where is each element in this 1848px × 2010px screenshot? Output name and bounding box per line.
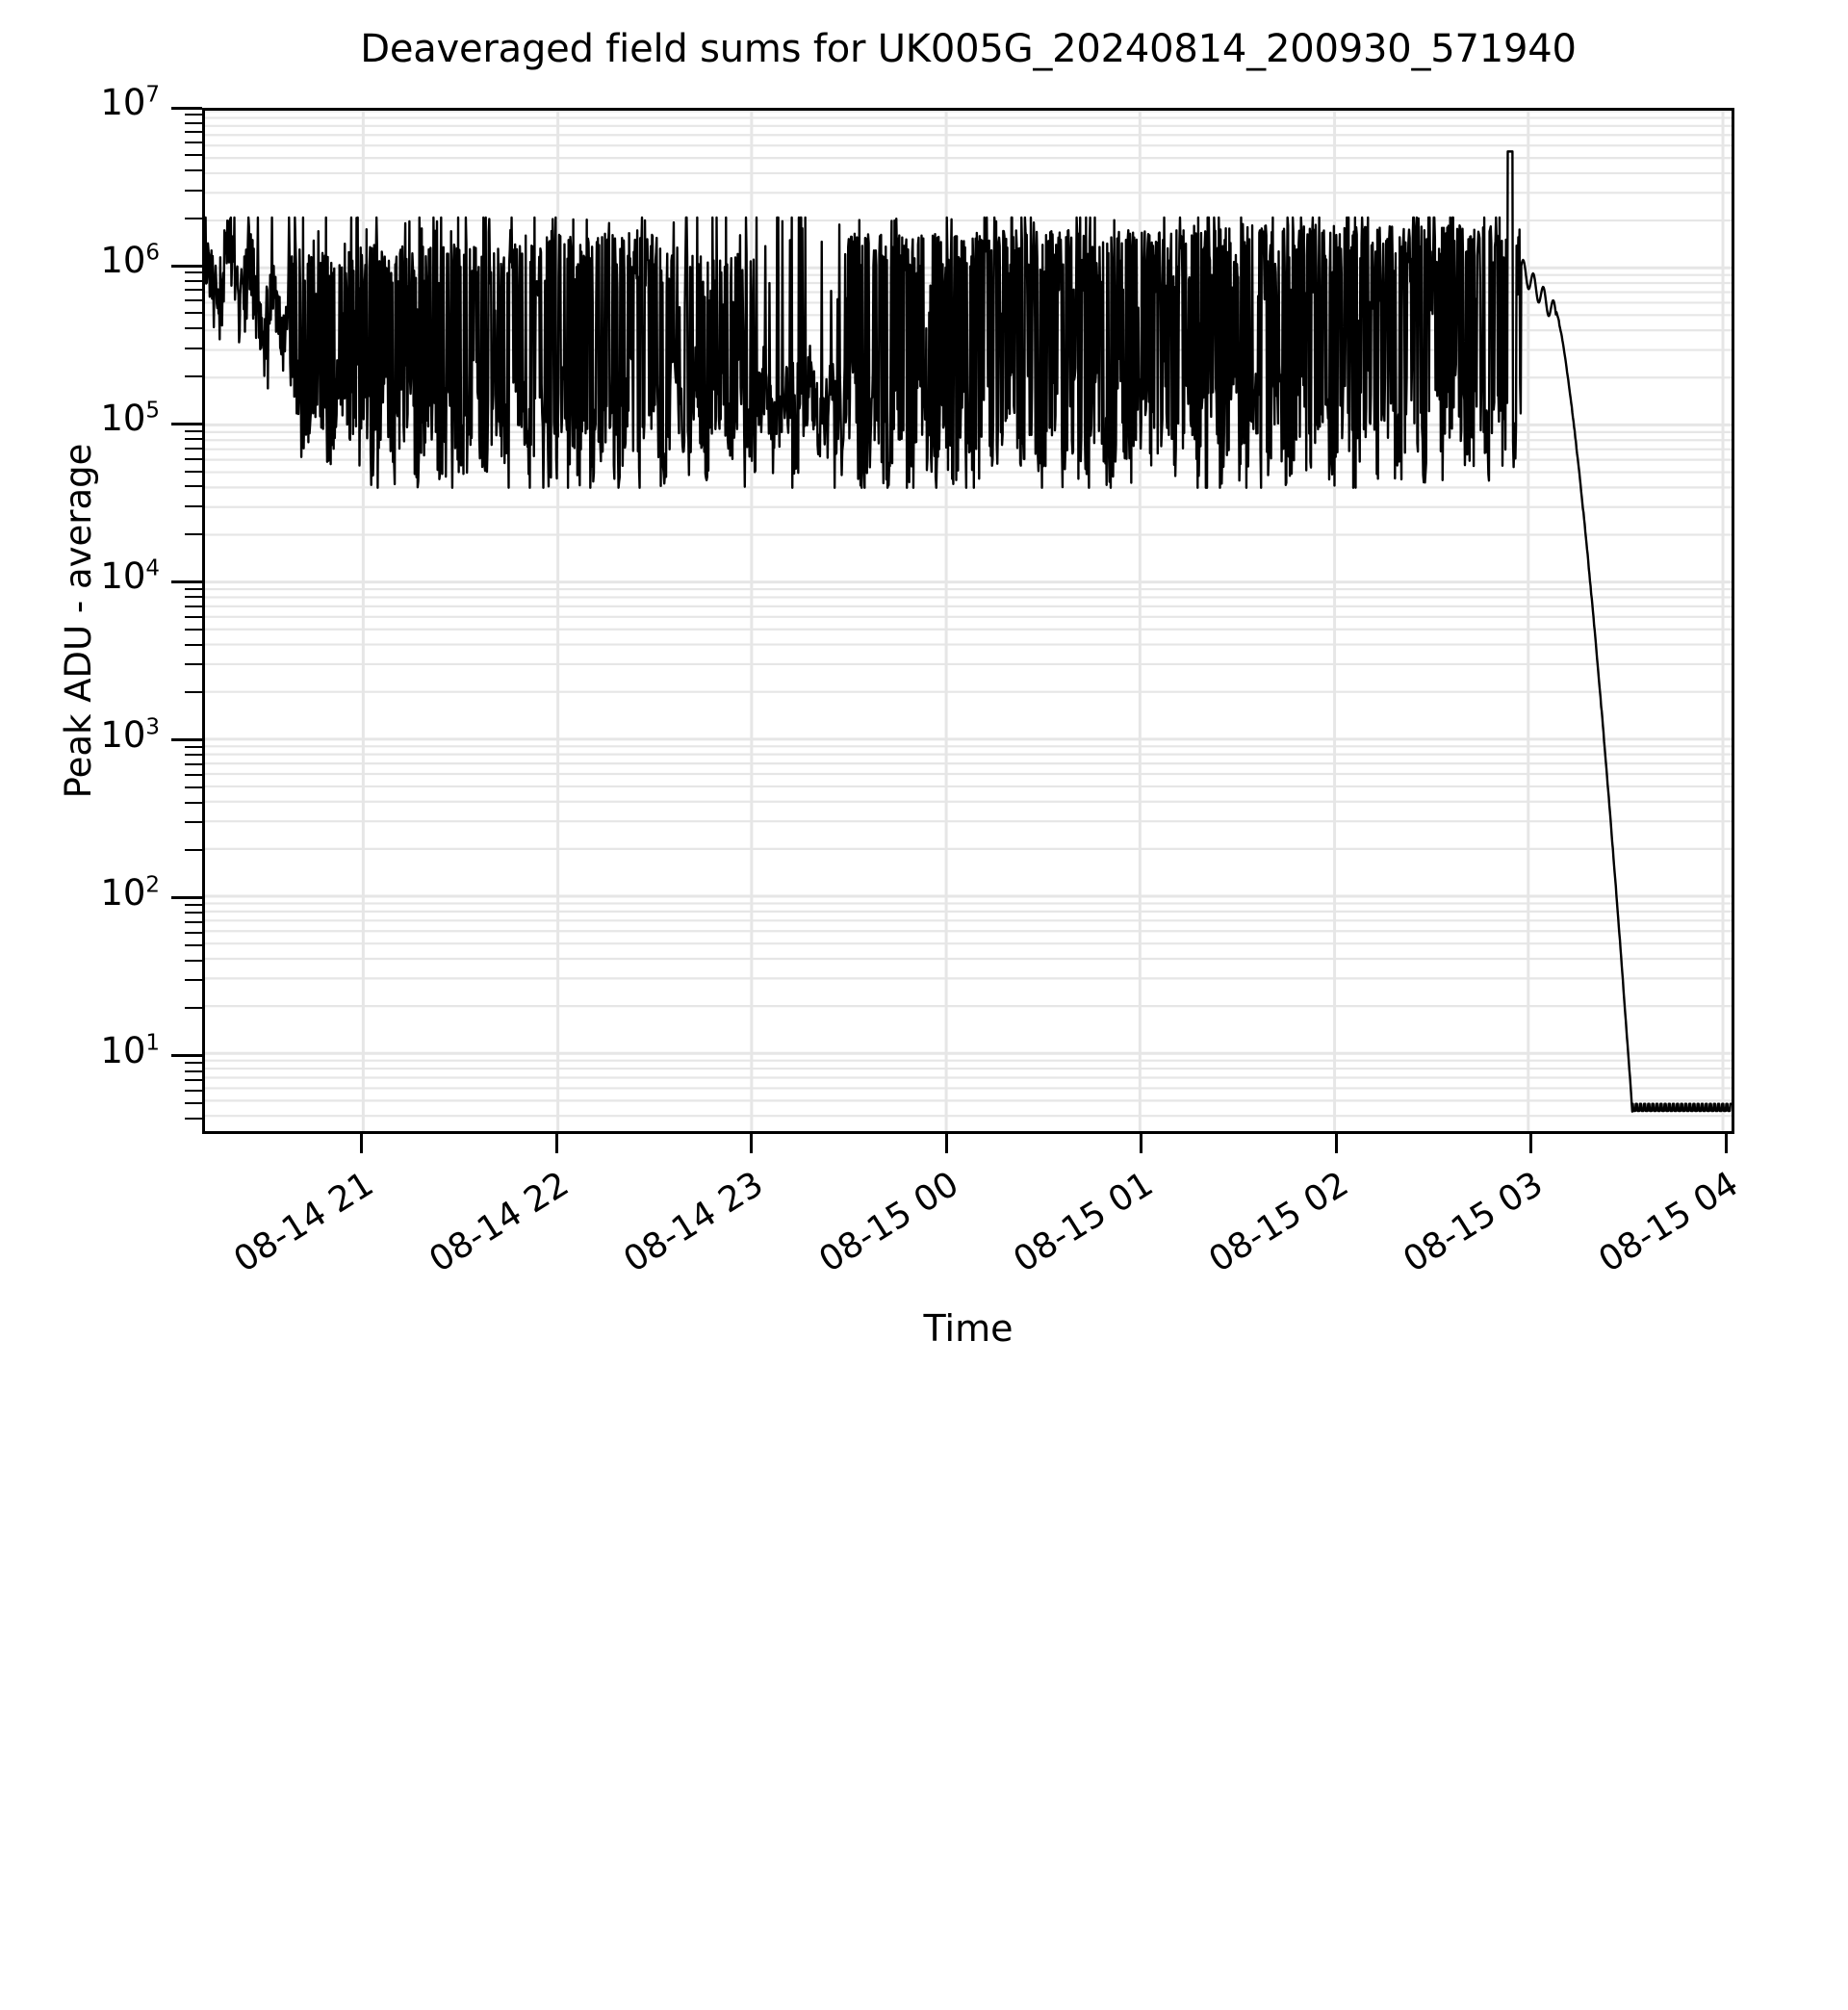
y-minor-tick: [185, 142, 202, 144]
x-tick-label: 08-15 03: [1397, 1164, 1551, 1280]
x-major-tick: [1139, 1134, 1142, 1153]
y-tick-label: 104: [100, 555, 160, 598]
y-minor-tick: [185, 327, 202, 330]
y-minor-tick: [185, 1117, 202, 1120]
y-major-tick: [171, 738, 202, 741]
y-minor-tick: [185, 189, 202, 192]
y-major-tick: [171, 1054, 202, 1058]
plot-area: [202, 108, 1734, 1134]
y-major-tick: [171, 264, 202, 268]
chart-title: Deaveraged field sums for UK005G_2024081…: [360, 27, 1577, 71]
y-minor-tick: [185, 429, 202, 432]
y-minor-tick: [185, 690, 202, 693]
y-minor-tick: [185, 1007, 202, 1010]
y-major-tick: [171, 896, 202, 900]
x-major-tick: [554, 1134, 558, 1153]
y-tick-label: 106: [100, 240, 160, 282]
y-minor-tick: [185, 532, 202, 535]
y-minor-tick: [185, 374, 202, 377]
y-axis-label: Peak ADU - average: [58, 443, 99, 799]
y-minor-tick: [185, 1069, 202, 1072]
y-minor-tick: [185, 959, 202, 962]
y-minor-tick: [185, 931, 202, 934]
y-major-tick: [171, 106, 202, 110]
y-minor-tick: [185, 312, 202, 315]
x-major-tick: [749, 1134, 753, 1153]
y-tick-label: 101: [100, 1029, 160, 1071]
y-minor-tick: [185, 663, 202, 665]
y-major-tick: [171, 580, 202, 583]
y-minor-tick: [185, 447, 202, 450]
y-minor-tick: [185, 801, 202, 804]
y-minor-tick: [185, 587, 202, 590]
x-axis-label: Time: [923, 1307, 1014, 1350]
y-minor-tick: [185, 1062, 202, 1065]
y-minor-tick: [185, 596, 202, 599]
y-minor-tick: [185, 762, 202, 765]
y-minor-tick: [185, 979, 202, 982]
y-minor-tick: [185, 114, 202, 116]
y-minor-tick: [185, 821, 202, 824]
y-minor-tick: [185, 912, 202, 915]
y-minor-tick: [185, 217, 202, 219]
y-minor-tick: [185, 615, 202, 618]
y-tick-label: 102: [100, 871, 160, 914]
y-minor-tick: [185, 154, 202, 157]
y-minor-tick: [185, 904, 202, 906]
y-minor-tick: [185, 457, 202, 460]
y-minor-tick: [185, 438, 202, 440]
x-tick-label: 08-15 04: [1592, 1164, 1746, 1280]
data-series-line: [205, 150, 1732, 1113]
y-minor-tick: [185, 299, 202, 302]
x-major-tick: [944, 1134, 948, 1153]
x-major-tick: [1724, 1134, 1728, 1153]
y-minor-tick: [185, 169, 202, 172]
y-minor-tick: [185, 1079, 202, 1081]
x-major-tick: [1334, 1134, 1338, 1153]
y-minor-tick: [185, 745, 202, 748]
y-minor-tick: [185, 470, 202, 473]
y-minor-tick: [185, 1102, 202, 1104]
x-major-tick: [359, 1134, 363, 1153]
y-minor-tick: [185, 628, 202, 631]
x-major-tick: [1528, 1134, 1532, 1153]
y-tick-label: 107: [100, 82, 160, 123]
y-minor-tick: [185, 271, 202, 274]
y-minor-tick: [185, 347, 202, 349]
y-minor-tick: [185, 920, 202, 923]
y-minor-tick: [185, 131, 202, 134]
y-minor-tick: [185, 605, 202, 607]
y-minor-tick: [185, 279, 202, 282]
y-minor-tick: [185, 849, 202, 851]
x-tick-label: 08-15 02: [1202, 1164, 1356, 1280]
y-minor-tick: [185, 485, 202, 488]
y-minor-tick: [185, 121, 202, 124]
y-minor-tick: [185, 289, 202, 292]
y-tick-label: 103: [100, 713, 160, 756]
y-tick-label: 105: [100, 398, 160, 440]
y-minor-tick: [185, 943, 202, 946]
y-minor-tick: [185, 773, 202, 776]
y-minor-tick: [185, 754, 202, 757]
y-major-tick: [171, 422, 202, 425]
y-minor-tick: [185, 643, 202, 646]
y-minor-tick: [185, 786, 202, 788]
y-minor-tick: [185, 504, 202, 507]
matplotlib-figure: Deaveraged field sums for UK005G_2024081…: [58, 27, 1746, 1350]
y-minor-tick: [185, 1090, 202, 1092]
